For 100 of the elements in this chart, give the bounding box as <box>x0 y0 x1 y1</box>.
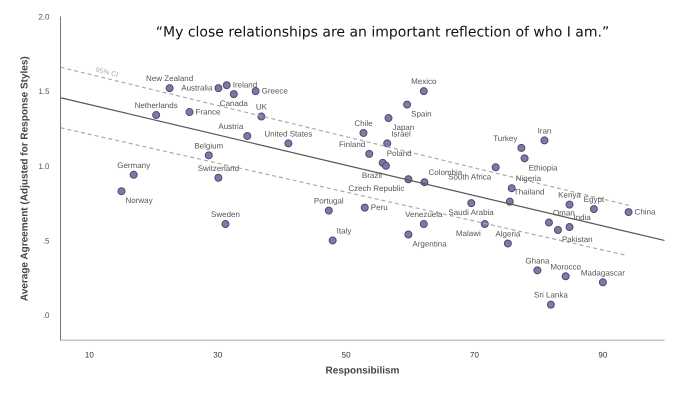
x-tick-label: 70 <box>470 350 480 360</box>
point <box>152 111 160 120</box>
series-label: Italy <box>336 226 352 236</box>
point <box>420 87 428 96</box>
series-label: Chile <box>354 118 374 128</box>
point <box>403 100 412 109</box>
series-label: Poland <box>386 148 412 158</box>
series-label: Ghana <box>525 256 550 266</box>
series-label: Austria <box>218 122 244 131</box>
series-label: Sweden <box>211 210 240 220</box>
series-label: China <box>634 208 656 217</box>
point <box>554 226 562 234</box>
point <box>566 200 574 209</box>
point <box>492 163 500 172</box>
series-label: Pakistan <box>562 235 593 244</box>
y-tick-label: 1.5 <box>38 87 50 96</box>
point <box>504 239 512 248</box>
x-tick-label: 90 <box>598 350 608 360</box>
point <box>467 199 476 208</box>
series-label: Madagascar <box>580 268 626 278</box>
point <box>221 220 230 228</box>
series-label: Brazil <box>362 170 382 180</box>
point <box>546 300 555 309</box>
text: “My close relationships are an important reflection of who I am.” <box>156 24 610 40</box>
point <box>520 154 529 162</box>
x-tick-label: 10 <box>84 350 94 360</box>
series-label: Mexico <box>411 77 438 86</box>
point <box>230 90 238 98</box>
series-label: Venezuela <box>405 210 444 220</box>
point <box>359 128 368 137</box>
point <box>360 204 369 212</box>
point <box>517 144 526 152</box>
series-label: Oman <box>552 208 575 218</box>
x-axis-title: Responsibilism <box>326 366 400 376</box>
point <box>243 132 252 140</box>
series-label: Australia <box>181 84 213 93</box>
point <box>598 278 607 286</box>
series-label: Switzerland <box>198 164 240 173</box>
point <box>404 230 412 238</box>
y-tick-label: .5 <box>42 236 50 246</box>
point <box>130 170 138 179</box>
point <box>383 139 392 148</box>
point <box>365 150 374 158</box>
point <box>117 187 126 196</box>
series-label: Finland <box>339 140 366 149</box>
series-label: Morocco <box>550 262 582 272</box>
y-tick-label: 2.0 <box>38 12 50 22</box>
point <box>382 162 390 170</box>
series-label: Argentina <box>412 239 448 248</box>
series-label: India <box>574 213 592 222</box>
y-axis-title: Average Agreement (Adjusted for Response Styles) <box>19 56 30 302</box>
series-label: Saudi Arabia <box>448 208 494 218</box>
series-label: Algeria <box>495 229 521 238</box>
series-label: Nigeria <box>516 174 542 184</box>
series-label: Turkey <box>493 134 518 143</box>
series-label: Greece <box>262 86 288 96</box>
series-label: France <box>196 108 221 117</box>
series-label: Spain <box>411 110 432 119</box>
y-tick-label: .0 <box>42 311 50 320</box>
point <box>566 223 574 232</box>
series-label: Canada <box>220 99 248 108</box>
point <box>562 272 570 280</box>
point <box>222 81 231 90</box>
point <box>540 136 548 144</box>
point <box>324 206 333 215</box>
point <box>624 208 633 216</box>
series-label: New Zealand <box>146 74 194 84</box>
point <box>590 205 598 214</box>
point <box>533 266 542 274</box>
series-label: Portugal <box>314 196 344 206</box>
point <box>420 220 428 228</box>
point <box>384 114 392 122</box>
series-label: Norway <box>125 196 153 206</box>
point <box>284 139 292 148</box>
series-label: Ireland <box>232 80 258 90</box>
series-label: United States <box>264 129 312 138</box>
series-label: Sri Lanka <box>534 290 568 300</box>
series-label: Czech Republic <box>348 184 404 194</box>
point <box>214 174 222 182</box>
series-label: Malawi <box>456 229 481 238</box>
x-tick-label: 30 <box>213 350 223 360</box>
point <box>252 87 260 96</box>
series-label: UK <box>256 102 268 112</box>
point <box>328 236 337 244</box>
series-label: Germany <box>117 160 150 170</box>
point <box>544 218 553 227</box>
series-label: Belgium <box>194 141 224 150</box>
point <box>204 151 213 160</box>
point <box>214 84 222 92</box>
series-label: Netherlands <box>134 101 178 110</box>
y-tick-label: 1.0 <box>38 162 50 171</box>
series-label: Egypt <box>584 195 605 204</box>
point <box>166 84 174 92</box>
series-label: Thailand <box>514 188 544 197</box>
series-label: Ethiopia <box>528 163 558 172</box>
point <box>186 108 194 116</box>
series-label: Kenya <box>558 190 582 200</box>
series-label: Peru <box>370 203 388 212</box>
x-tick-label: 50 <box>342 350 352 360</box>
series-label: Iran <box>538 126 552 136</box>
